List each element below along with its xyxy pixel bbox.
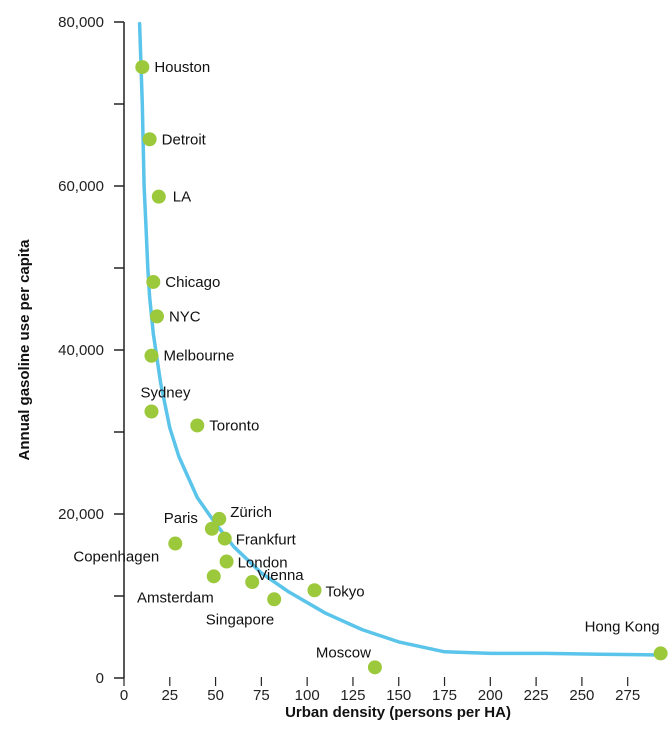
- x-tick-label: 225: [524, 687, 549, 704]
- trend-curve-layer: [137, 21, 663, 657]
- x-tick-label: 150: [386, 687, 411, 704]
- city-label: London: [238, 555, 288, 572]
- data-point: [144, 348, 159, 363]
- y-tick-label: 40,000: [58, 342, 104, 359]
- city-label: Zürich: [230, 504, 272, 521]
- data-point: [204, 521, 219, 536]
- data-point: [267, 592, 282, 607]
- city-label: Hong Kong: [585, 618, 660, 635]
- city-label: Vienna: [257, 567, 304, 584]
- city-label: Singapore: [206, 611, 274, 628]
- data-point: [151, 189, 166, 204]
- y-tick-label: 60,000: [58, 178, 104, 195]
- x-tick-label: 100: [295, 687, 320, 704]
- x-tick-label: 25: [161, 687, 178, 704]
- data-point: [135, 60, 150, 75]
- x-tick-label: 50: [207, 687, 224, 704]
- data-point: [206, 569, 221, 584]
- city-label: Sydney: [140, 385, 191, 402]
- data-point: [168, 536, 183, 551]
- city-label: Copenhagen: [73, 549, 159, 566]
- x-tick-label: 275: [615, 687, 640, 704]
- data-point: [307, 583, 322, 598]
- city-label: Tokyo: [325, 583, 364, 600]
- x-tick-label: 0: [120, 687, 128, 704]
- data-point: [144, 404, 159, 419]
- city-label: LA: [173, 189, 191, 206]
- y-tick-label: 80,000: [58, 14, 104, 31]
- x-tick-label: 75: [253, 687, 270, 704]
- city-label: NYC: [169, 308, 201, 325]
- data-point: [142, 132, 157, 147]
- data-point: [653, 646, 668, 661]
- trend-curve: [137, 21, 663, 657]
- city-label: Chicago: [165, 274, 220, 291]
- x-axis-title: Urban density (persons per HA): [285, 704, 511, 721]
- x-tick-label: 125: [340, 687, 365, 704]
- city-label: Melbourne: [163, 348, 234, 365]
- city-label: Frankfurt: [236, 532, 297, 549]
- data-point: [219, 554, 234, 569]
- data-point: [190, 418, 205, 433]
- city-label: Amsterdam: [137, 589, 214, 606]
- city-label: Moscow: [316, 644, 371, 661]
- y-axis-title: Annual gasoline use per capita: [16, 239, 33, 461]
- x-tick-label: 250: [569, 687, 594, 704]
- city-labels-layer: Houston Detroit LA Chicago NYC Melbourne Sydne…: [73, 59, 659, 661]
- data-point: [367, 660, 382, 675]
- points-layer: [135, 60, 668, 675]
- data-point: [212, 511, 227, 526]
- data-point: [149, 309, 164, 324]
- data-point: [146, 274, 161, 289]
- data-point: [217, 531, 232, 546]
- city-label: Detroit: [162, 131, 207, 148]
- city-label: Paris: [164, 510, 198, 527]
- x-tick-label: 175: [432, 687, 457, 704]
- data-point: [245, 575, 260, 590]
- y-tick-label: 0: [96, 670, 104, 687]
- y-tick-label: 20,000: [58, 506, 104, 523]
- axes: 0 20,000 40,000 60,000 80,000 0 25 50 75 100 125 15…: [58, 14, 640, 704]
- city-label: Houston: [154, 59, 210, 76]
- city-label: Toronto: [209, 417, 259, 434]
- x-tick-label: 200: [478, 687, 503, 704]
